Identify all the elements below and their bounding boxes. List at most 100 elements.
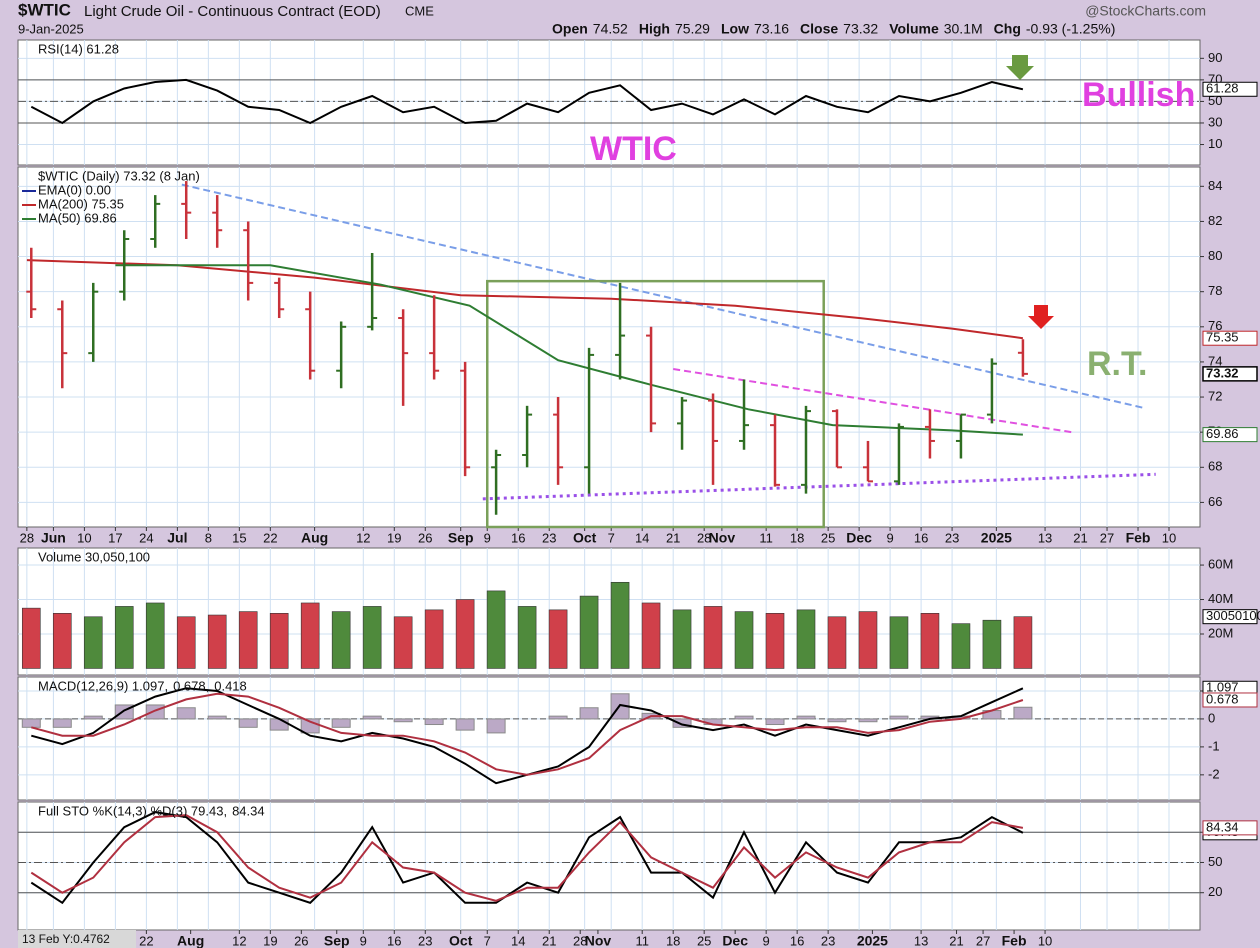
x-tick-label: 21 <box>1073 530 1087 545</box>
volume-bar <box>1013 616 1033 669</box>
x-tick-label: Nov <box>709 530 736 546</box>
value-box <box>1202 820 1258 836</box>
quote-value: -0.93 (-1.25%) <box>1026 21 1115 37</box>
volume-bar <box>393 616 413 669</box>
volume-bar <box>920 613 940 669</box>
x-tick-label: 22 <box>139 933 153 948</box>
histogram-bar <box>858 718 878 723</box>
x-tick-label: Oct <box>573 530 597 546</box>
x-tick-label: Dec <box>722 933 748 948</box>
quote-value: 74.52 <box>593 21 628 37</box>
x-tick-label: 24 <box>139 530 153 545</box>
legend-entry: 0.678, <box>173 678 209 693</box>
x-tick-label: 16 <box>914 530 928 545</box>
x-tick-label: 27 <box>976 933 990 948</box>
value-box <box>1202 330 1258 346</box>
histogram-bar <box>238 718 258 728</box>
y-tick-label: 72 <box>1208 388 1222 403</box>
value-box-label: 30050100 <box>1206 608 1260 623</box>
annotation-box <box>486 279 825 529</box>
x-tick-label: 9 <box>763 933 770 948</box>
x-tick-label: 13 <box>1038 530 1052 545</box>
x-tick-label: 14 <box>635 530 649 545</box>
series-line <box>31 692 1024 776</box>
histogram-bar <box>1013 706 1033 720</box>
x-tick-label: 7 <box>608 530 615 545</box>
histogram-bar <box>176 707 196 720</box>
x-tick-label: 26 <box>294 933 308 948</box>
volume-bar <box>982 619 1002 669</box>
annotation: Bullish <box>1082 76 1195 114</box>
x-tick-label: Feb <box>1002 933 1027 948</box>
histogram-bar <box>672 718 692 728</box>
trendline <box>673 368 1072 434</box>
volume-bar <box>889 616 909 669</box>
volume-bar <box>238 611 258 669</box>
histogram-bar <box>455 718 475 731</box>
histogram-bar <box>548 715 568 720</box>
x-tick-label: 11 <box>635 933 649 948</box>
x-tick-label: Feb <box>1126 530 1151 546</box>
x-tick-label: 19 <box>263 933 277 948</box>
volume-bar <box>517 606 537 669</box>
y-tick-label: 60M <box>1208 556 1233 571</box>
y-tick-label: -1 <box>1208 738 1220 753</box>
volume-bar <box>269 613 289 669</box>
quote-label: High <box>639 21 670 37</box>
volume-bar <box>858 611 878 669</box>
x-tick-label: 23 <box>418 933 432 948</box>
histogram-bar <box>889 715 909 720</box>
x-tick-label: 26 <box>418 530 432 545</box>
histogram-bar <box>269 718 289 731</box>
x-tick-label: 10 <box>77 530 91 545</box>
histogram-bar <box>579 707 599 720</box>
series-line <box>26 259 1024 340</box>
y-tick-label: 84 <box>1208 178 1222 193</box>
exchange: CME <box>405 3 434 18</box>
x-tick-label: 10 <box>1162 530 1176 545</box>
x-tick-label: 2025 <box>981 530 1012 546</box>
value-box <box>1202 427 1258 443</box>
volume-bar <box>827 616 847 669</box>
volume-bar <box>21 607 41 669</box>
x-tick-label: Aug <box>301 530 328 546</box>
green-arrow <box>1006 55 1034 80</box>
volume-bar <box>641 602 661 669</box>
volume-bar <box>83 616 103 669</box>
volume-bar <box>207 614 227 669</box>
histogram-bar <box>393 718 413 723</box>
volume-bar <box>548 609 568 669</box>
value-box <box>1202 609 1258 625</box>
x-tick-label: 17 <box>108 530 122 545</box>
x-tick-label: 21 <box>949 933 963 948</box>
histogram-bar <box>486 718 506 734</box>
volume-bar <box>579 595 599 669</box>
x-tick-label: 25 <box>697 933 711 948</box>
panel <box>17 676 1201 801</box>
y-tick-label: 76 <box>1208 318 1222 333</box>
x-tick-label: 22 <box>263 530 277 545</box>
volume-bar <box>300 602 320 669</box>
x-tick-label: 9 <box>886 530 893 545</box>
value-box-label: 69.86 <box>1206 426 1239 441</box>
quote-label: Chg <box>994 21 1021 37</box>
x-tick-label: 11 <box>759 530 773 545</box>
histogram-bar <box>207 715 227 720</box>
volume-bar <box>672 609 692 669</box>
x-tick-label: Aug <box>177 933 204 948</box>
y-tick-label: 74 <box>1208 353 1222 368</box>
x-tick-label: 23 <box>542 530 556 545</box>
date: 9-Jan-2025 <box>18 21 84 36</box>
x-tick-label: 16 <box>790 933 804 948</box>
y-tick-label: 20M <box>1208 625 1233 640</box>
x-tick-label: 21 <box>542 933 556 948</box>
legend-title: Volume 30,050,100 <box>38 549 150 564</box>
volume-bar <box>951 623 971 669</box>
histogram-bar <box>424 718 444 726</box>
histogram-bar <box>827 718 847 723</box>
x-tick-label: 28 <box>20 530 34 545</box>
volume-bar <box>734 611 754 669</box>
x-tick-label: 14 <box>511 933 525 948</box>
